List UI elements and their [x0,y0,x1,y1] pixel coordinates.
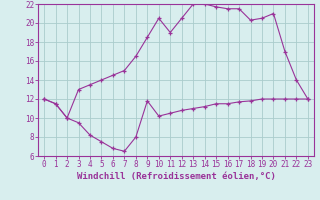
X-axis label: Windchill (Refroidissement éolien,°C): Windchill (Refroidissement éolien,°C) [76,172,276,181]
